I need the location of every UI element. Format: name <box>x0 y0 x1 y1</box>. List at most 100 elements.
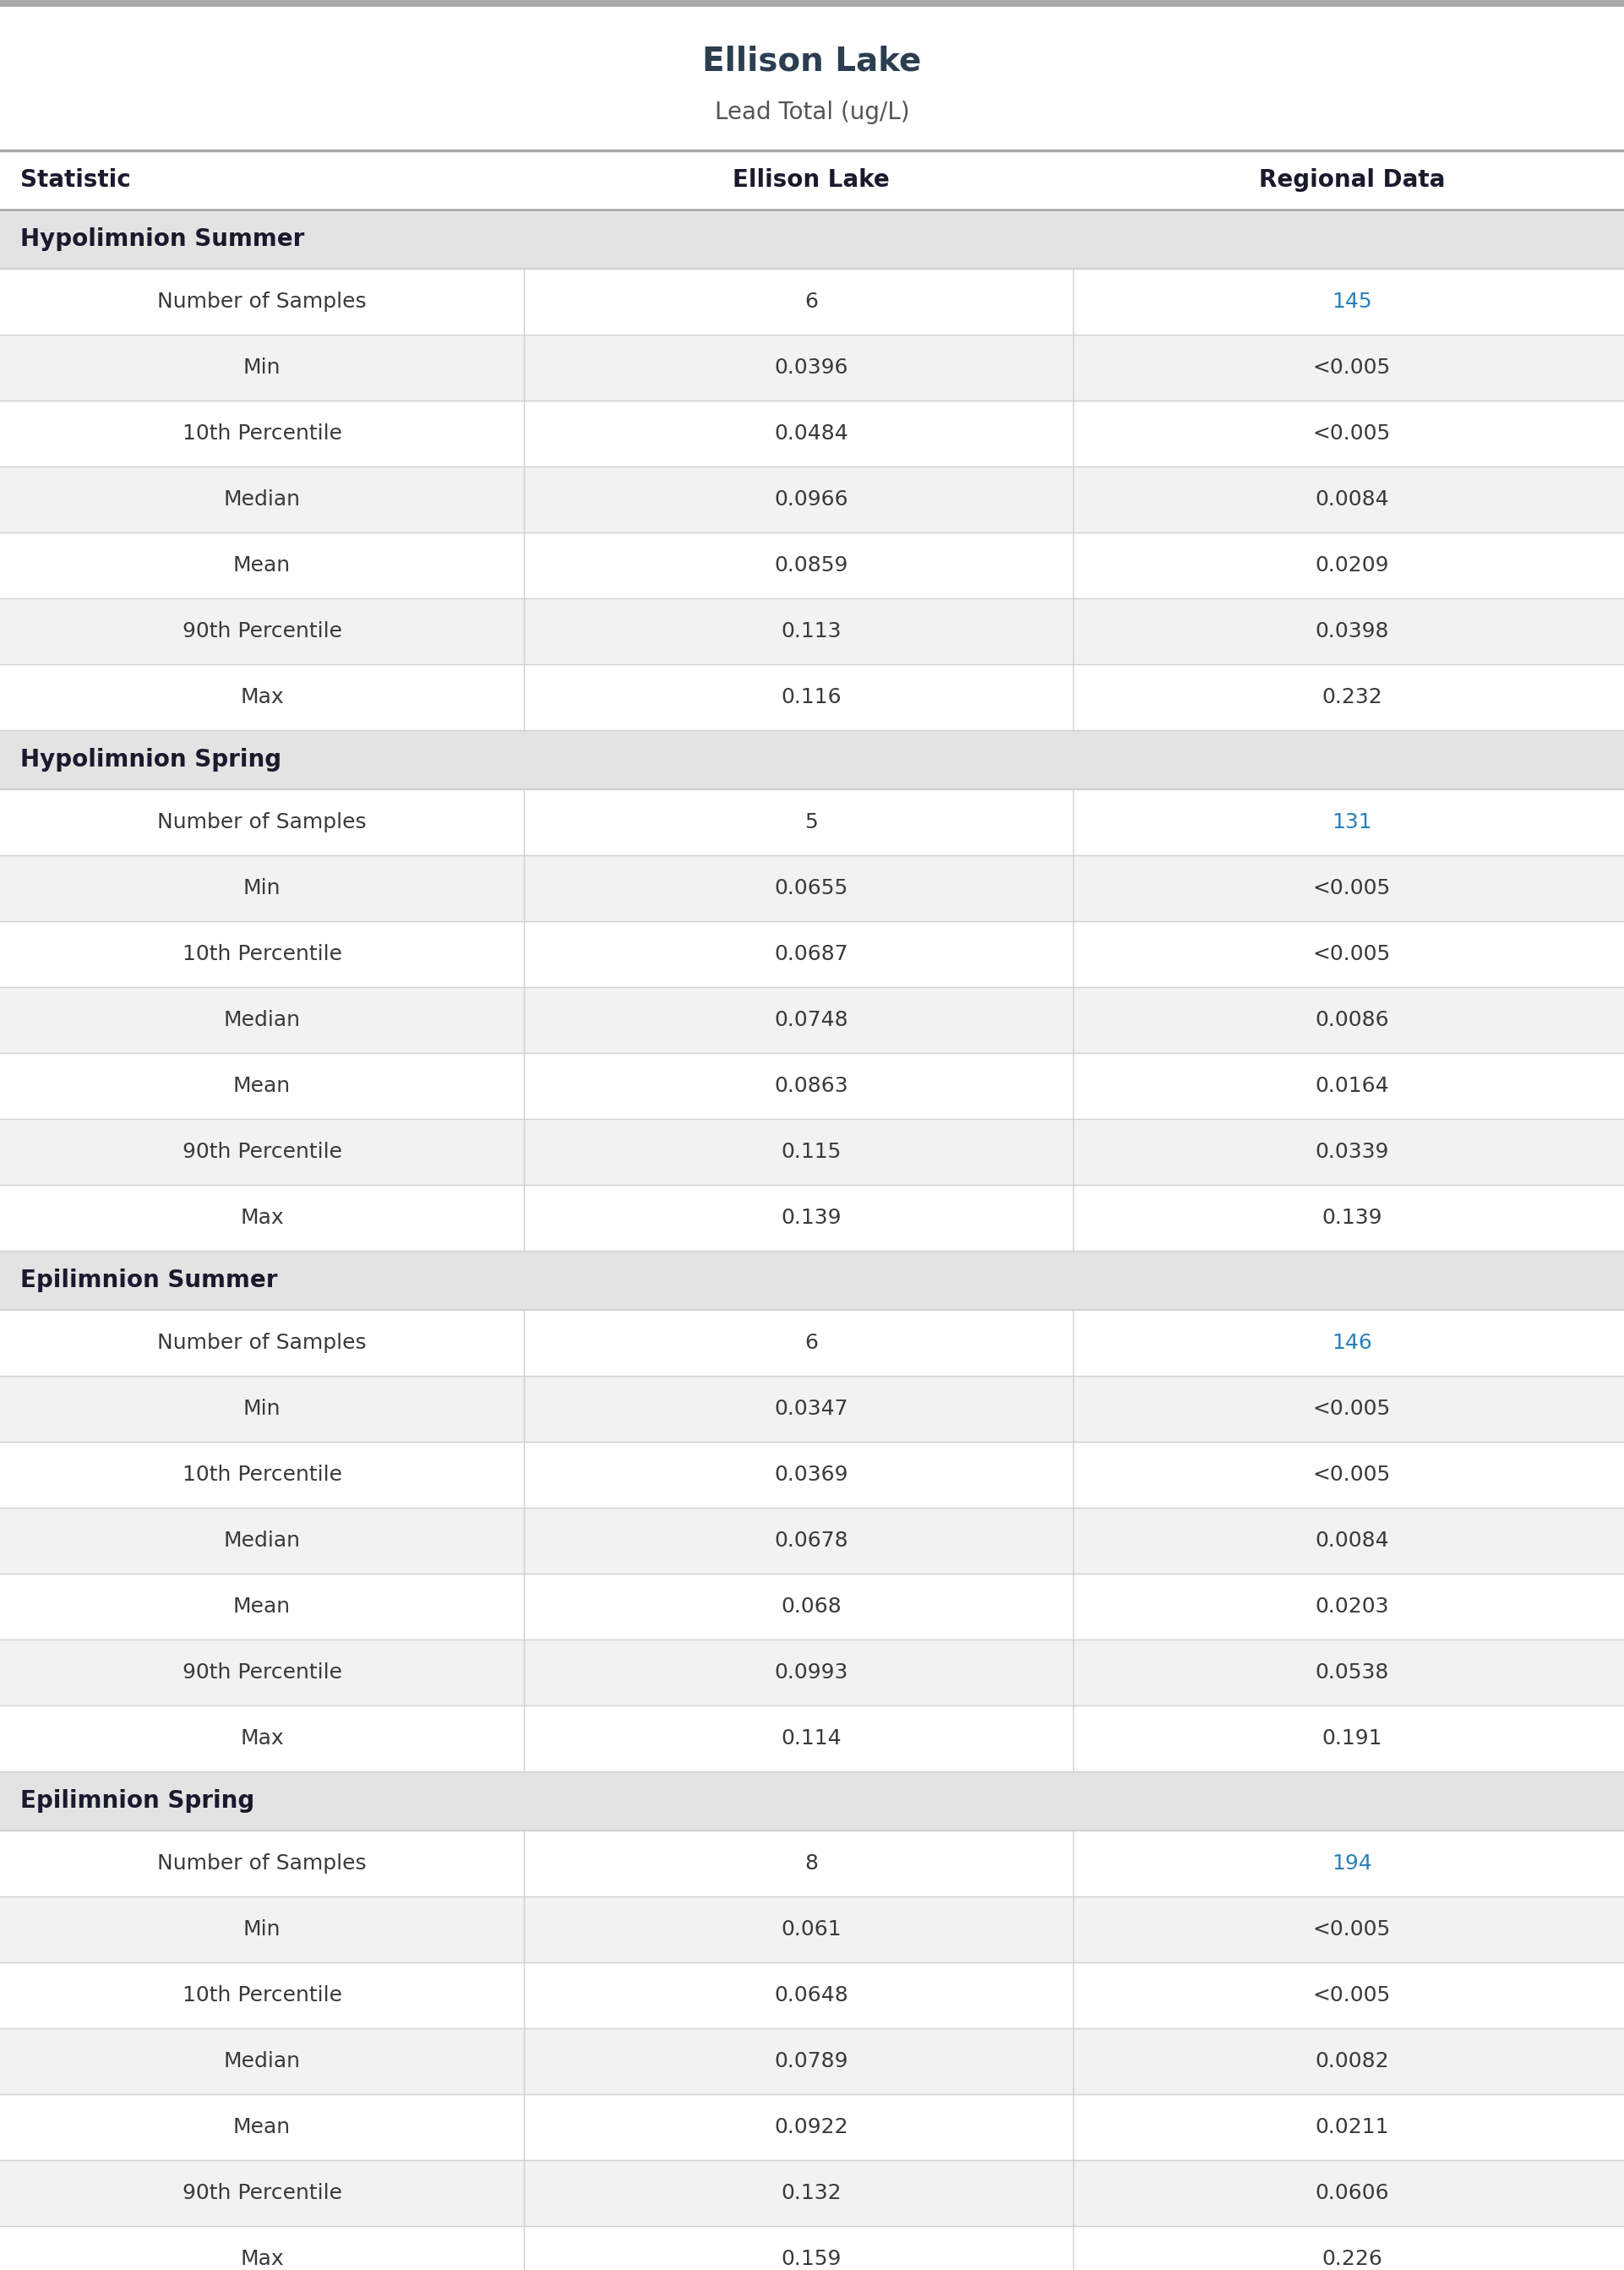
Bar <box>0 150 1624 209</box>
Bar <box>0 2095 1624 2161</box>
Text: 0.0084: 0.0084 <box>1315 1530 1389 1550</box>
Text: 0.0084: 0.0084 <box>1315 490 1389 508</box>
Bar <box>0 1961 1624 2029</box>
Bar <box>0 400 1624 468</box>
Text: Min: Min <box>244 878 281 899</box>
Bar <box>0 1573 1624 1639</box>
Bar <box>0 599 1624 665</box>
Text: 0.0687: 0.0687 <box>775 944 848 965</box>
Text: Mean: Mean <box>234 556 291 577</box>
Text: 0.0789: 0.0789 <box>775 2052 848 2073</box>
Text: 90th Percentile: 90th Percentile <box>182 2184 341 2204</box>
Text: 0.0164: 0.0164 <box>1315 1076 1389 1096</box>
Text: 0.068: 0.068 <box>781 1596 841 1616</box>
Text: 0.0648: 0.0648 <box>775 1986 848 2004</box>
Text: 90th Percentile: 90th Percentile <box>182 1142 341 1162</box>
Bar <box>0 1830 1624 1895</box>
Bar <box>0 2029 1624 2095</box>
Text: 0.0922: 0.0922 <box>775 2118 848 2138</box>
Text: Median: Median <box>224 490 300 508</box>
Text: 146: 146 <box>1332 1332 1372 1353</box>
Bar <box>0 1376 1624 1441</box>
Text: 5: 5 <box>804 813 818 833</box>
Bar <box>0 209 1624 268</box>
Bar <box>0 790 1624 856</box>
Text: 0.226: 0.226 <box>1322 2250 1382 2270</box>
Bar <box>0 1251 1624 1310</box>
Text: 0.0966: 0.0966 <box>775 490 848 508</box>
Text: 10th Percentile: 10th Percentile <box>182 944 341 965</box>
Bar <box>0 731 1624 790</box>
Text: 0.232: 0.232 <box>1322 688 1382 708</box>
Bar <box>0 856 1624 922</box>
Text: 0.132: 0.132 <box>781 2184 841 2204</box>
Text: Max: Max <box>240 1727 284 1748</box>
Text: 194: 194 <box>1332 1852 1372 1873</box>
Bar <box>0 1507 1624 1573</box>
Text: 0.0082: 0.0082 <box>1315 2052 1389 2073</box>
Bar <box>0 1310 1624 1376</box>
Text: 0.115: 0.115 <box>781 1142 841 1162</box>
Text: <0.005: <0.005 <box>1312 1464 1390 1485</box>
Text: 0.0369: 0.0369 <box>775 1464 848 1485</box>
Text: 0.0538: 0.0538 <box>1315 1662 1389 1682</box>
Text: Hypolimnion Spring: Hypolimnion Spring <box>19 747 281 772</box>
Text: 0.159: 0.159 <box>781 2250 841 2270</box>
Text: Hypolimnion Summer: Hypolimnion Summer <box>19 227 305 252</box>
Text: Epilimnion Spring: Epilimnion Spring <box>19 1789 255 1814</box>
Text: Lead Total (ug/L): Lead Total (ug/L) <box>715 100 909 125</box>
Bar <box>0 1053 1624 1119</box>
Text: Mean: Mean <box>234 2118 291 2138</box>
Bar <box>0 1705 1624 1771</box>
Text: 0.0678: 0.0678 <box>775 1530 848 1550</box>
Bar <box>0 922 1624 987</box>
Bar <box>0 533 1624 599</box>
Bar <box>0 334 1624 400</box>
Text: Min: Min <box>244 1918 281 1939</box>
Text: Number of Samples: Number of Samples <box>158 1332 367 1353</box>
Text: Number of Samples: Number of Samples <box>158 1852 367 1873</box>
Text: <0.005: <0.005 <box>1312 356 1390 377</box>
Text: Ellison Lake: Ellison Lake <box>703 45 921 77</box>
Text: Number of Samples: Number of Samples <box>158 813 367 833</box>
Bar <box>0 0 1624 7</box>
Bar <box>0 1441 1624 1507</box>
Text: Max: Max <box>240 688 284 708</box>
Text: 0.0748: 0.0748 <box>775 1010 848 1031</box>
Text: 0.0606: 0.0606 <box>1315 2184 1389 2204</box>
Text: Min: Min <box>244 356 281 377</box>
Text: 0.0863: 0.0863 <box>775 1076 848 1096</box>
Text: 0.0339: 0.0339 <box>1315 1142 1389 1162</box>
Text: Epilimnion Summer: Epilimnion Summer <box>19 1269 278 1292</box>
Text: 0.139: 0.139 <box>781 1208 841 1228</box>
Text: 131: 131 <box>1332 813 1372 833</box>
Text: 0.0347: 0.0347 <box>775 1398 848 1419</box>
Text: Mean: Mean <box>234 1076 291 1096</box>
Text: 0.113: 0.113 <box>781 622 841 642</box>
Text: <0.005: <0.005 <box>1312 1918 1390 1939</box>
Text: Median: Median <box>224 2052 300 2073</box>
Text: 10th Percentile: 10th Percentile <box>182 1986 341 2004</box>
Text: 90th Percentile: 90th Percentile <box>182 622 341 642</box>
Text: 0.139: 0.139 <box>1322 1208 1382 1228</box>
Text: 6: 6 <box>804 1332 818 1353</box>
Text: 0.0398: 0.0398 <box>1315 622 1389 642</box>
Bar <box>0 1185 1624 1251</box>
Bar <box>0 987 1624 1053</box>
Text: Regional Data: Regional Data <box>1259 168 1445 193</box>
Text: 8: 8 <box>804 1852 818 1873</box>
Bar <box>0 665 1624 731</box>
Text: <0.005: <0.005 <box>1312 1986 1390 2004</box>
Bar <box>0 468 1624 533</box>
Text: Ellison Lake: Ellison Lake <box>732 168 890 193</box>
Text: 10th Percentile: 10th Percentile <box>182 424 341 443</box>
Text: Max: Max <box>240 1208 284 1228</box>
Text: 0.191: 0.191 <box>1322 1727 1382 1748</box>
Bar <box>0 2161 1624 2227</box>
Text: 0.0655: 0.0655 <box>775 878 848 899</box>
Bar <box>0 1895 1624 1961</box>
Text: Max: Max <box>240 2250 284 2270</box>
Text: <0.005: <0.005 <box>1312 944 1390 965</box>
Text: 0.0396: 0.0396 <box>775 356 848 377</box>
Text: Number of Samples: Number of Samples <box>158 291 367 311</box>
